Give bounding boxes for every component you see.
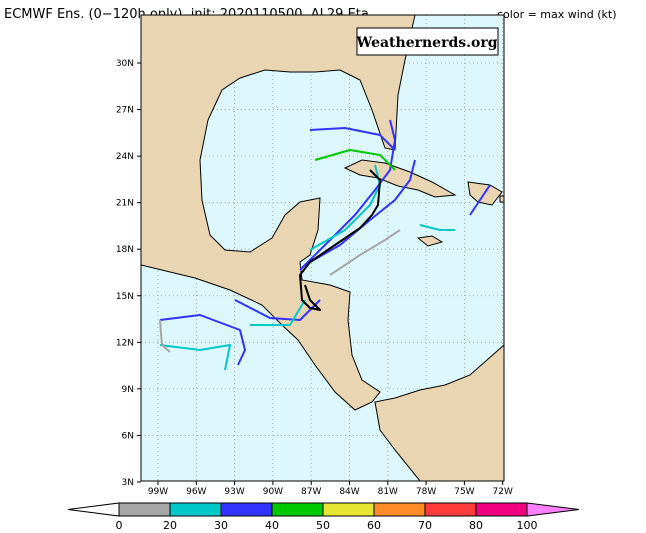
colorbar-label: 70: [418, 519, 432, 532]
map-area: Weathernerds.org: [140, 14, 505, 482]
track: [159, 319, 171, 353]
colorbar-segment: [373, 502, 426, 517]
lon-label: 84W: [339, 487, 359, 497]
lon-label: 99W: [148, 487, 168, 497]
lon-label: 96W: [186, 487, 206, 497]
track: [250, 299, 306, 326]
tracks: [159, 119, 491, 371]
lat-label: 3N: [122, 478, 134, 488]
north-america: [140, 14, 416, 411]
track: [304, 159, 416, 266]
lat-label: 9N: [122, 385, 134, 395]
colorbar-segment: [118, 502, 171, 517]
lon-label: 78W: [416, 487, 436, 497]
colorbar-segment: [322, 502, 375, 517]
lat-label: 24N: [116, 152, 134, 162]
colorbar-label: 40: [265, 519, 279, 532]
legend-label: color = max wind (kt): [497, 8, 617, 21]
colorbar-low: [67, 502, 120, 517]
map-frame: [140, 14, 505, 482]
lon-label: 93W: [224, 487, 244, 497]
lat-label: 27N: [116, 106, 134, 116]
track: [419, 224, 455, 231]
cuba: [343, 159, 457, 198]
lat-label: 15N: [116, 292, 134, 302]
colorbar-segment: [475, 502, 528, 517]
colorbar-label: 30: [214, 519, 228, 532]
watermark: Weathernerds.org: [356, 35, 498, 51]
colorbar-label: 60: [367, 519, 381, 532]
track: [314, 149, 396, 171]
colorbar-label: 100: [517, 519, 538, 532]
track: [159, 314, 246, 366]
jamaica: [416, 235, 444, 247]
lon-label: 72W: [493, 487, 513, 497]
colorbar-segment: [169, 502, 222, 517]
track: [469, 184, 491, 216]
colorbar-label: 20: [163, 519, 177, 532]
lat-label: 6N: [122, 431, 134, 441]
lon-label: 90W: [263, 487, 283, 497]
track: [309, 127, 396, 151]
lon-label: 81W: [378, 487, 398, 497]
colorbar-segment: [424, 502, 477, 517]
track: [159, 344, 231, 371]
ensemble-mean-track: [299, 169, 381, 311]
track: [329, 229, 401, 276]
lat-label: 30N: [116, 59, 134, 69]
colorbar-high: [526, 502, 580, 517]
colorbar-label: 0: [116, 519, 123, 532]
lat-label: 18N: [116, 245, 134, 255]
puerto-rico: [499, 195, 505, 203]
watermark-box: [356, 27, 499, 56]
colorbar-label: 50: [316, 519, 330, 532]
colorbar-label: 80: [469, 519, 483, 532]
lon-label: 87W: [301, 487, 321, 497]
colorbar-segment: [220, 502, 273, 517]
lat-label: 12N: [116, 338, 134, 348]
track: [299, 119, 396, 271]
colorbar-segment: [271, 502, 324, 517]
lon-label: 75W: [454, 487, 474, 497]
lat-label: 21N: [116, 199, 134, 209]
track: [234, 299, 321, 321]
